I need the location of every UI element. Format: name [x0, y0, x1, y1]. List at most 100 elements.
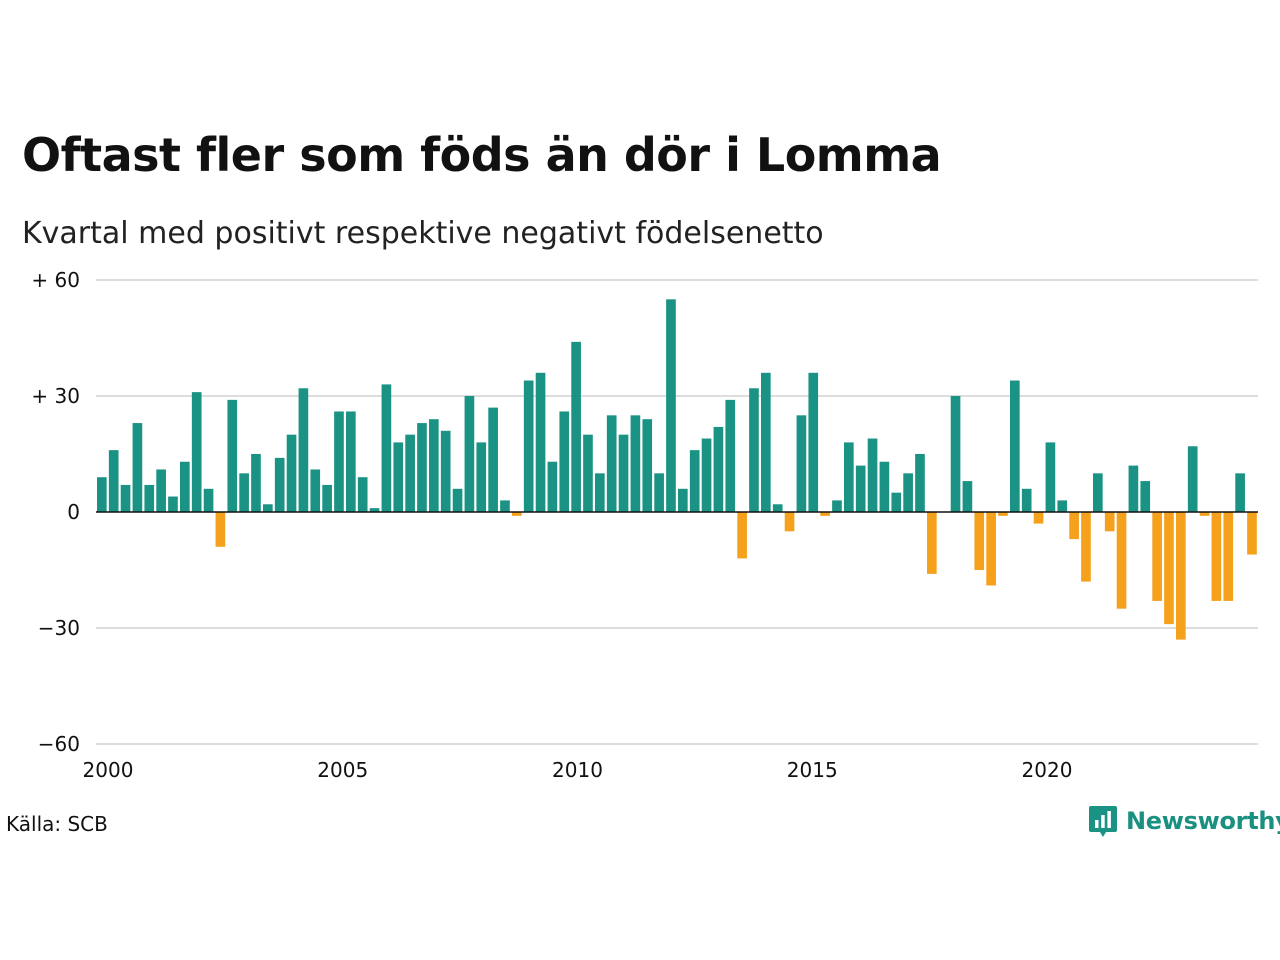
- bar: [595, 473, 605, 512]
- bar: [417, 423, 427, 512]
- y-tick-label: + 60: [31, 268, 80, 292]
- bar: [168, 496, 178, 512]
- bar: [1152, 512, 1162, 601]
- bar: [666, 299, 676, 512]
- brand-logo: Newsworthy: [1088, 804, 1280, 838]
- bar: [796, 415, 807, 512]
- bar: [203, 488, 214, 512]
- bar: [369, 508, 380, 512]
- bar: [1033, 512, 1044, 524]
- bar: [120, 484, 131, 512]
- source-note: Källa: SCB: [6, 812, 108, 836]
- bar: [310, 469, 321, 512]
- bar: [867, 438, 878, 512]
- chart-title: Oftast fler som föds än dör i Lomma: [22, 128, 942, 182]
- y-tick-label: −30: [38, 616, 80, 640]
- x-tick-label: 2000: [83, 758, 134, 782]
- bar: [523, 380, 534, 512]
- bar: [583, 434, 593, 512]
- chart-subtitle: Kvartal med positivt respektive negativt…: [22, 216, 824, 251]
- bar: [879, 461, 890, 512]
- bar: [784, 512, 795, 532]
- bar: [393, 442, 404, 512]
- bar: [1199, 512, 1210, 516]
- bar: [215, 512, 226, 547]
- bar: [346, 411, 356, 512]
- bar: [808, 372, 819, 512]
- brand-name: Newsworthy: [1126, 807, 1280, 835]
- bar: [381, 384, 392, 512]
- bar: [1128, 465, 1139, 512]
- bar: [1140, 481, 1151, 512]
- bar: [191, 392, 202, 512]
- bar: [500, 500, 510, 512]
- bar: [108, 450, 119, 512]
- bar: [452, 488, 463, 512]
- x-tick-label: 2005: [317, 758, 368, 782]
- bar: [962, 481, 973, 512]
- bar: [97, 477, 107, 512]
- bar: [678, 488, 688, 512]
- bar: [974, 512, 985, 570]
- bar: [761, 372, 771, 512]
- bar: [488, 407, 498, 512]
- bar: [1223, 512, 1234, 601]
- bar: [429, 419, 439, 512]
- bar: [689, 450, 700, 512]
- bar: [832, 500, 842, 512]
- bar: [1069, 512, 1079, 540]
- bar: [820, 512, 830, 516]
- bar: [274, 457, 285, 512]
- bar: [701, 438, 712, 512]
- bar: [405, 434, 415, 512]
- bar: [156, 469, 166, 512]
- bar: [903, 473, 913, 512]
- bar: [547, 461, 558, 512]
- bar: [737, 512, 747, 559]
- bar: [1247, 512, 1257, 555]
- gridlines: [96, 279, 1258, 745]
- y-tick-label: −60: [38, 732, 80, 756]
- bar: [725, 399, 736, 512]
- bar: [1176, 512, 1186, 640]
- bar: [357, 477, 368, 512]
- y-tick-label: 0: [67, 500, 80, 524]
- bar: [891, 492, 902, 512]
- bar: [642, 419, 653, 512]
- bar: [298, 388, 309, 512]
- bar: [559, 411, 570, 512]
- bar: [915, 454, 925, 512]
- bar: [927, 512, 937, 574]
- x-tick-label: 2015: [787, 758, 838, 782]
- bar: [464, 396, 475, 512]
- bar: [571, 341, 581, 512]
- bar: [998, 512, 1008, 516]
- bar: [1211, 512, 1222, 601]
- bar: [855, 465, 866, 512]
- bar: [440, 430, 451, 512]
- bar: [1081, 512, 1091, 582]
- bar: [1235, 473, 1245, 512]
- bar: [1187, 446, 1198, 512]
- bar: [334, 411, 344, 512]
- bar: [749, 388, 759, 512]
- bar: [844, 442, 854, 512]
- bar: [180, 461, 190, 512]
- bar: [535, 372, 546, 512]
- bar: [630, 415, 641, 512]
- bar: [950, 396, 961, 512]
- bar: [239, 473, 249, 512]
- bar: [251, 454, 261, 512]
- bar: [606, 415, 617, 512]
- bar: [476, 442, 487, 512]
- bar: [1010, 380, 1020, 512]
- bar: [286, 434, 297, 512]
- bar: [772, 504, 783, 512]
- x-tick-label: 2020: [1022, 758, 1073, 782]
- bar: [1057, 500, 1068, 512]
- x-tick-label: 2010: [552, 758, 603, 782]
- bar: [227, 399, 238, 512]
- bars: [97, 299, 1257, 640]
